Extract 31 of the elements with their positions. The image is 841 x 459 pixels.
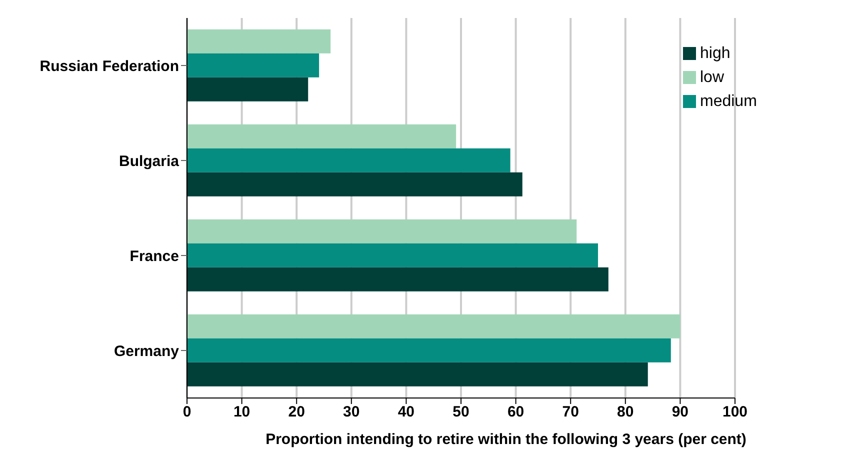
bar — [187, 362, 648, 386]
bar — [187, 172, 522, 196]
x-tick-label: 30 — [343, 404, 360, 421]
y-tick-label: France — [130, 248, 179, 265]
bar — [187, 219, 577, 244]
bar — [187, 124, 456, 148]
bar — [187, 53, 320, 78]
y-tick-label: Russian Federation — [40, 58, 179, 75]
bar — [187, 314, 680, 338]
y-tick-label: Bulgaria — [118, 152, 180, 170]
x-tick-label: 40 — [398, 404, 415, 421]
x-tick-label: 70 — [562, 404, 579, 421]
x-tick-label: 90 — [672, 404, 689, 421]
x-axis-title: Proportion intending to retire within the following 3 years (per cent) — [264, 431, 748, 448]
legend-label: low — [700, 69, 724, 86]
bar — [187, 338, 671, 362]
bar — [187, 243, 598, 268]
bar — [187, 148, 510, 172]
y-tick-label: Germany — [114, 342, 180, 360]
x-tick-label: 80 — [617, 404, 634, 421]
x-tick-label: 50 — [452, 404, 470, 421]
x-tick-label: 0 — [182, 404, 192, 421]
x-tick-label: 20 — [288, 404, 305, 421]
bar — [187, 267, 608, 292]
x-tick-label: 100 — [722, 404, 748, 421]
x-tick-label: 60 — [507, 404, 524, 421]
legend-label: high — [700, 45, 730, 62]
bar — [187, 29, 331, 54]
legend-label: medium — [700, 93, 757, 110]
bar — [187, 77, 308, 102]
x-tick-label: 10 — [233, 404, 250, 421]
